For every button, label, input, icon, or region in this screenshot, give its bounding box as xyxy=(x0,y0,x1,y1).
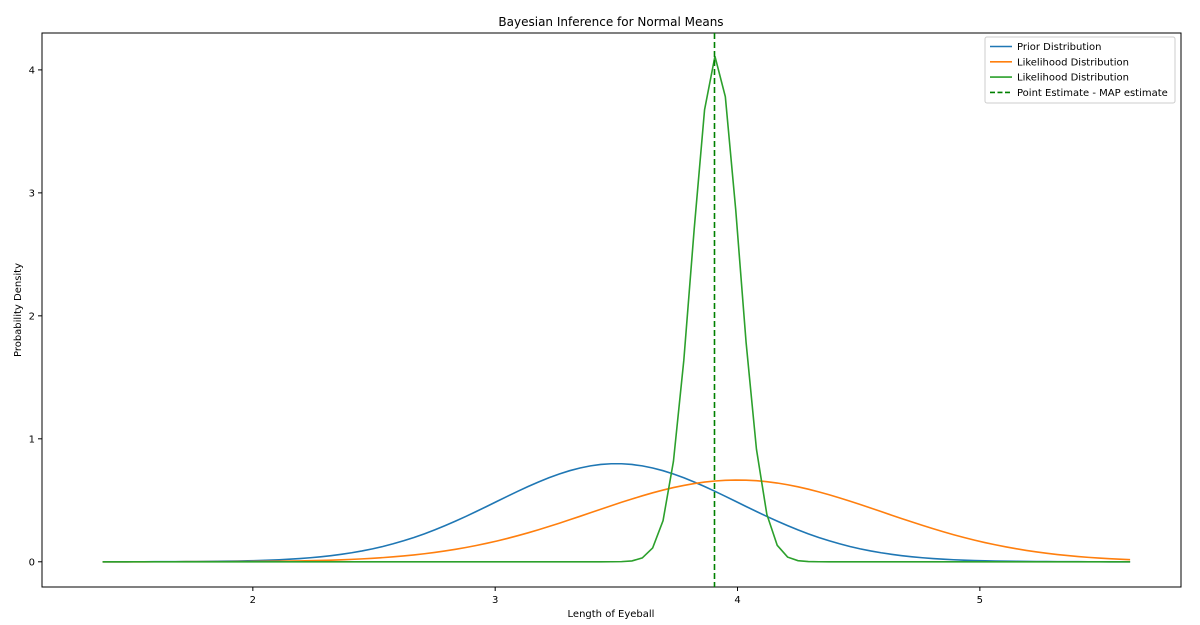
series-line-2 xyxy=(102,56,1131,563)
legend: Prior Distribution Likelihood Distributio… xyxy=(984,36,1176,104)
y-tick-label: 3 xyxy=(29,188,35,199)
legend-entry: Point Estimate - MAP estimate xyxy=(1017,88,1168,99)
y-tick-label: 4 xyxy=(29,65,35,76)
x-tick-label: 2 xyxy=(250,595,256,606)
series-line-0 xyxy=(102,462,1131,563)
plot-frame xyxy=(41,32,1182,588)
y-tick-label: 2 xyxy=(29,311,35,322)
x-axis-ticks: 2 3 4 5 xyxy=(250,587,983,606)
y-tick-label: 1 xyxy=(29,434,35,445)
y-tick-label: 0 xyxy=(29,557,35,568)
series-line-1 xyxy=(102,479,1131,563)
legend-entry: Prior Distribution xyxy=(1017,42,1102,53)
plot-area xyxy=(41,32,1182,588)
y-axis-label: Probability Density xyxy=(13,263,24,357)
chart-title: Bayesian Inference for Normal Means xyxy=(498,15,723,29)
x-tick-label: 4 xyxy=(734,595,740,606)
legend-entry: Likelihood Distribution xyxy=(1017,73,1129,84)
x-axis-label: Length of Eyeball xyxy=(568,609,655,620)
y-axis-ticks: 0 1 2 3 4 xyxy=(29,65,42,568)
legend-entry: Likelihood Distribution xyxy=(1017,57,1129,68)
x-tick-label: 3 xyxy=(492,595,498,606)
x-tick-label: 5 xyxy=(977,595,983,606)
legend-box xyxy=(984,36,1176,104)
